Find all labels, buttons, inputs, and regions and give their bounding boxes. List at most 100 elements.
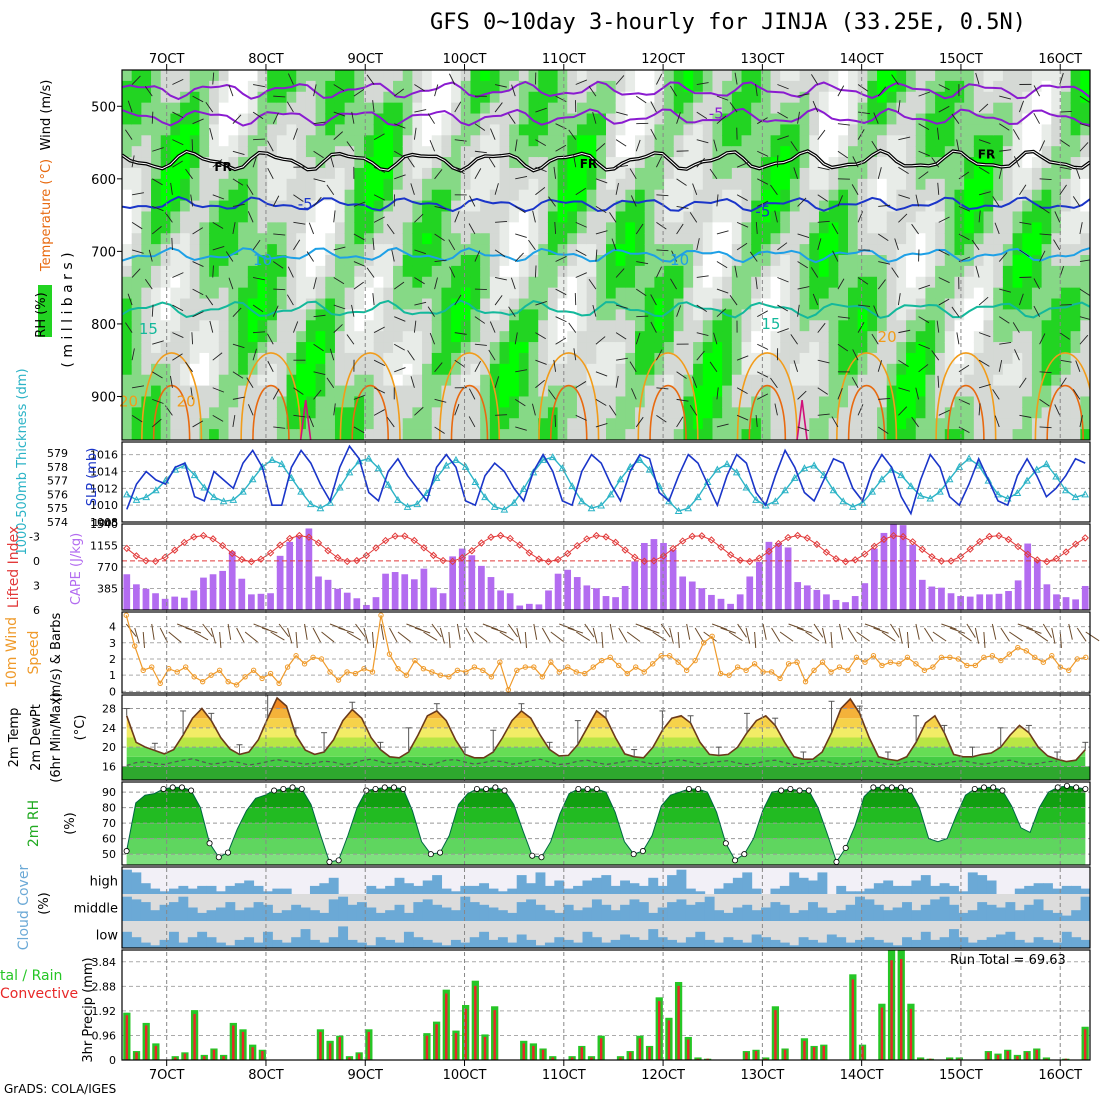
cloud-bar (808, 880, 818, 894)
wind-barb (1019, 249, 1030, 258)
wind-point (1040, 659, 1046, 665)
thickness-point (810, 461, 818, 469)
rh-cell (915, 385, 927, 398)
rh-cell (209, 342, 220, 354)
rh-cell (286, 342, 297, 354)
wind-barb (510, 277, 516, 290)
rh-cell (722, 70, 733, 82)
rh-cell (470, 385, 481, 398)
rh-cell (625, 374, 636, 387)
rh-cell (877, 157, 888, 169)
isotherm-20 (141, 352, 203, 440)
rh-cell (615, 385, 626, 398)
li-point (870, 542, 879, 551)
wind-barb (313, 178, 326, 183)
rh-cell (431, 124, 443, 136)
rh-cell (141, 342, 152, 354)
rh-cell (789, 91, 801, 104)
rh-cell (1002, 146, 1014, 158)
rh-cell (964, 374, 975, 387)
wind-barb (434, 233, 445, 241)
rh-cell (441, 113, 452, 126)
rh-cell (538, 102, 549, 115)
li-point (343, 557, 351, 566)
wind-barb (171, 237, 173, 250)
rh-cell (877, 298, 888, 311)
rh-cell (596, 113, 607, 126)
rh-cell (373, 113, 384, 126)
rh-cell (848, 70, 859, 82)
rh-cell (896, 146, 907, 158)
cape-bar (909, 544, 917, 610)
wind-barb (686, 623, 691, 640)
rh-cell (1031, 287, 1043, 300)
rh-cell (267, 396, 278, 409)
rh-cell (722, 102, 733, 115)
cape-bar (257, 593, 265, 610)
rh-cell (789, 200, 801, 213)
rh-cell (334, 102, 346, 115)
rh-cell (818, 222, 830, 234)
rh-cell (441, 320, 452, 332)
rh-cell (131, 135, 142, 147)
rh-cell (325, 244, 336, 256)
rh-cell (993, 124, 1004, 136)
rh-cell (867, 211, 878, 224)
li-point (899, 532, 907, 541)
rh-cell (838, 102, 849, 115)
rh-cell (402, 70, 413, 82)
rh-cell (606, 135, 617, 147)
rh-cell (460, 178, 472, 191)
rh-cell (499, 255, 510, 267)
rh-cell (886, 418, 897, 430)
wind-barb (676, 416, 684, 428)
wind-barb (434, 205, 447, 210)
rh-cell (547, 363, 559, 376)
rh-cell (693, 135, 704, 147)
rh-cell (731, 265, 743, 278)
rh-point (427, 851, 434, 858)
wind-barb (777, 328, 789, 334)
wind-barb (616, 357, 628, 361)
rh-cell (189, 407, 201, 419)
rh-cell (906, 222, 917, 234)
rh-cell (635, 102, 646, 115)
isotherm-label: -5 (709, 105, 724, 123)
rh-cell (751, 363, 762, 376)
wind-barb (817, 220, 830, 223)
rh-cell (625, 429, 636, 440)
wind-barb (273, 426, 286, 429)
rh-cell (373, 244, 384, 256)
rh-cell (170, 70, 181, 82)
rh-cell (954, 102, 965, 115)
cloud-bar (516, 902, 527, 921)
rh-cell (615, 396, 626, 409)
isotherm-20 (637, 352, 699, 440)
rh-cell (547, 102, 559, 115)
rh-cell (586, 135, 597, 147)
rh-cell (305, 352, 317, 365)
rh-cell (538, 233, 549, 245)
rh-cell (896, 222, 907, 234)
rh-cell (877, 211, 888, 224)
wind-barb (151, 304, 154, 317)
rh-cell (1022, 342, 1033, 354)
rh-cell (702, 287, 714, 300)
wind-barb (877, 279, 886, 290)
rh-cell (1002, 429, 1014, 440)
wind-barb (410, 376, 415, 388)
wind-barb (252, 111, 264, 120)
rh-cell (741, 363, 752, 376)
rh-cell (422, 374, 433, 387)
cloud-bar (366, 885, 377, 894)
rh-cell (1022, 320, 1033, 332)
rh-cell (422, 418, 433, 430)
rh-point (538, 854, 545, 861)
wind-barb (172, 332, 184, 338)
cloud-bar (375, 912, 386, 921)
rh-cell (944, 363, 956, 376)
rh-cell (122, 320, 133, 332)
rh-cell (276, 146, 288, 158)
rh-cell (1060, 124, 1072, 136)
rh-cell (373, 374, 384, 387)
